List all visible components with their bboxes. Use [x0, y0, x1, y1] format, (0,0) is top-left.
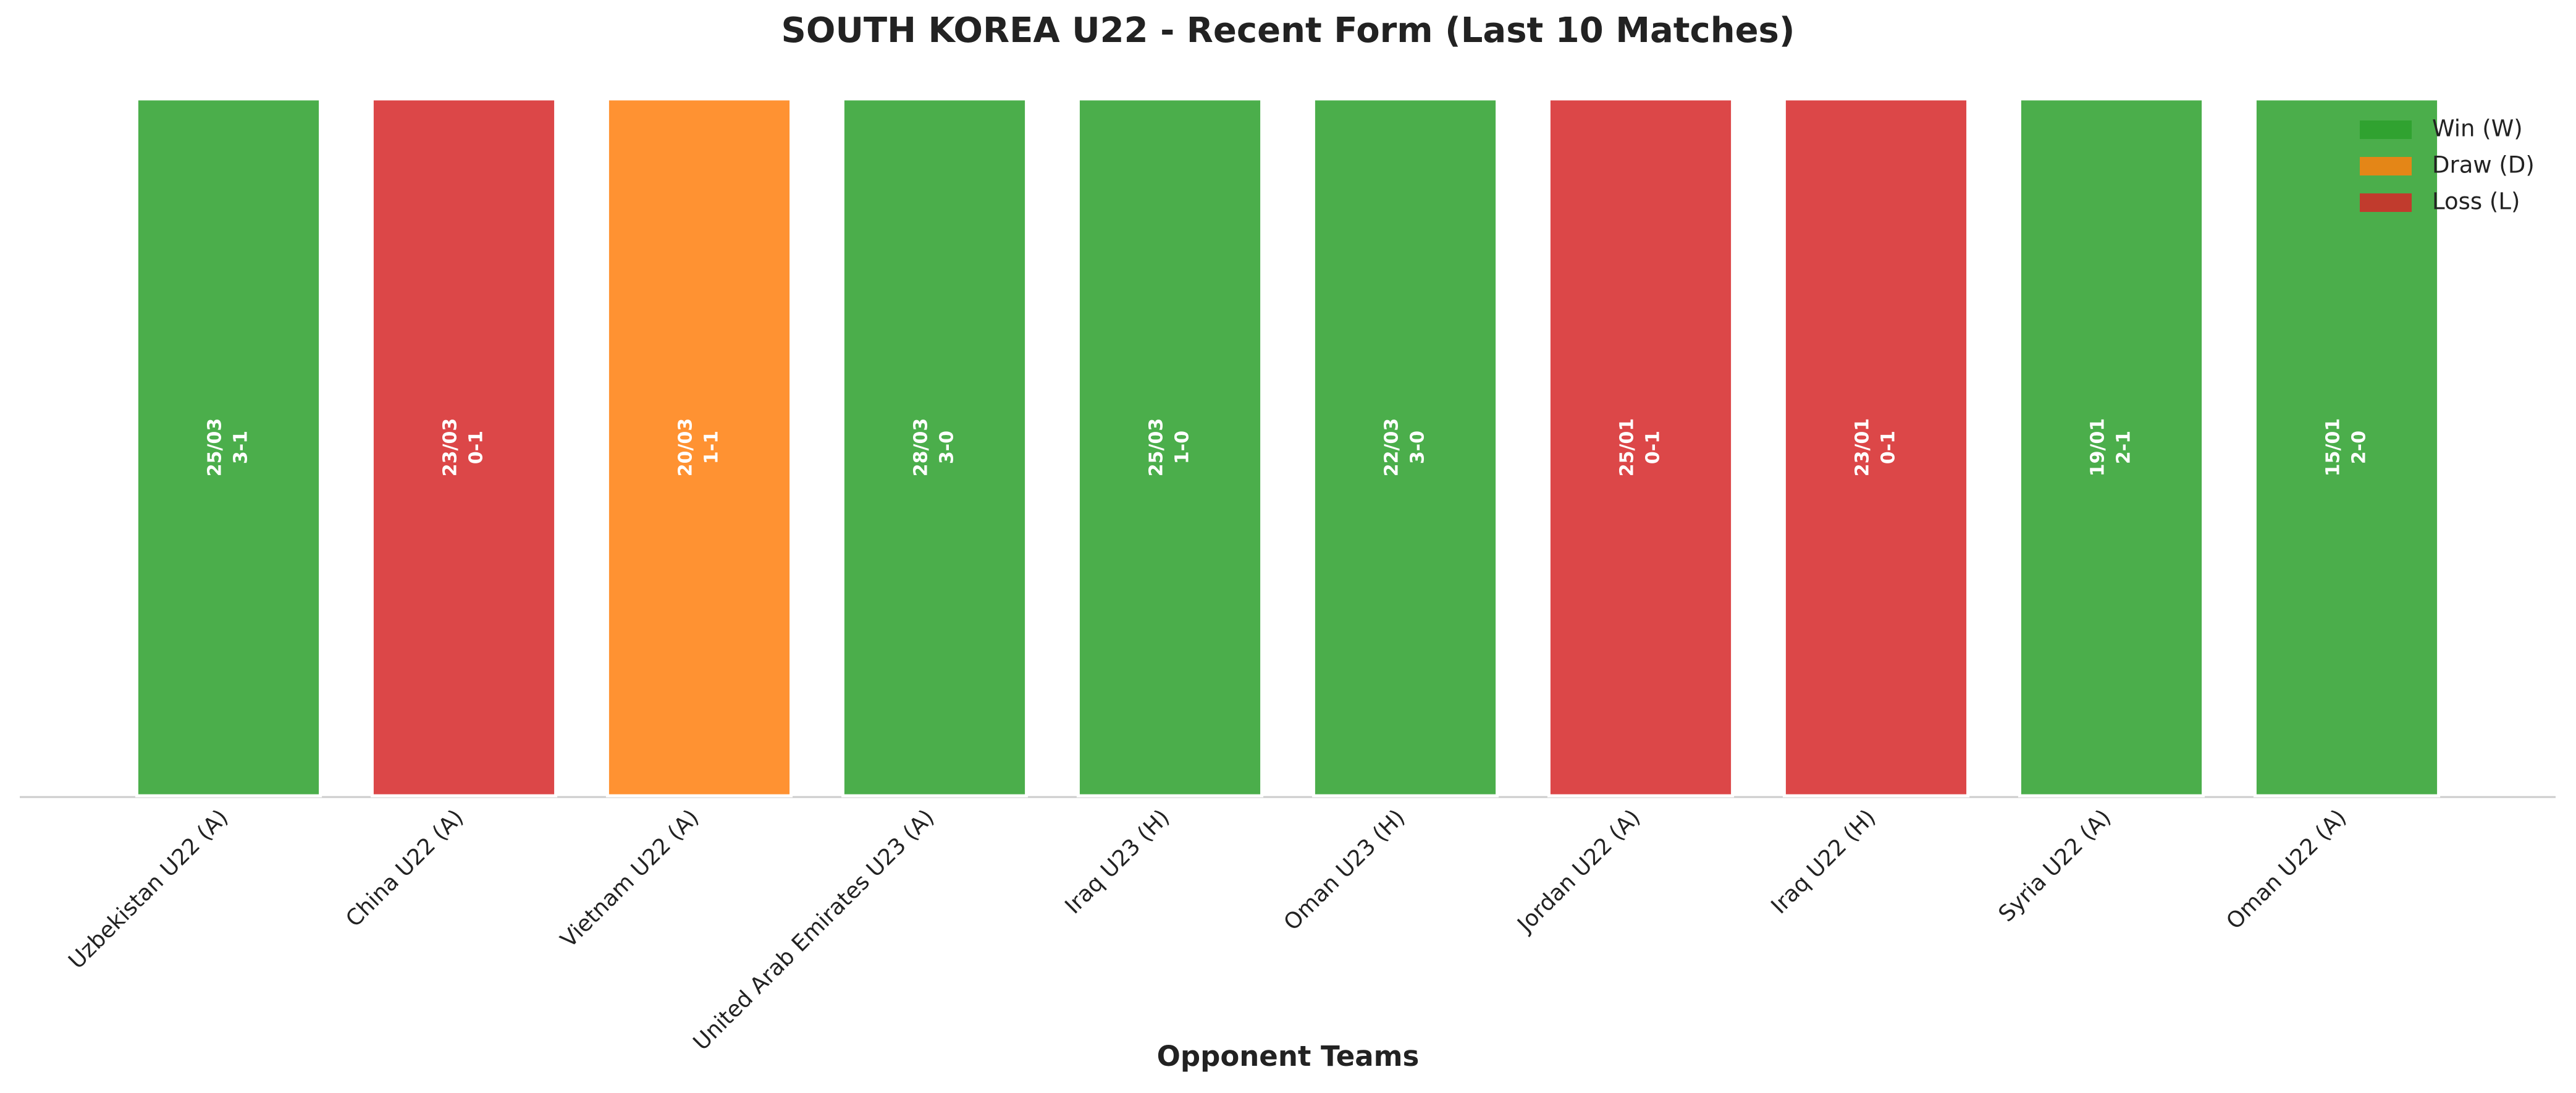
match-score: 2-0: [2349, 431, 2370, 464]
match-score: 0-1: [466, 431, 487, 464]
match-date: 19/01: [2087, 418, 2109, 476]
bar: [1547, 97, 1735, 798]
legend-swatch: [2360, 120, 2412, 139]
match-score: 1-1: [701, 431, 723, 464]
match-date: 25/03: [1146, 418, 1168, 476]
x-axis-label: Opponent Teams: [1157, 1040, 1420, 1073]
legend-swatch: [2360, 157, 2412, 175]
match-score: 3-0: [1407, 431, 1429, 464]
match-score: 3-1: [230, 431, 252, 464]
match-date: 23/01: [1852, 418, 1874, 476]
bar: [605, 97, 793, 798]
chart-title: SOUTH KOREA U22 - Recent Form (Last 10 M…: [781, 11, 1795, 51]
legend-label: Loss (L): [2432, 188, 2520, 215]
bar: [1311, 97, 1499, 798]
match-date: 23/03: [440, 418, 461, 476]
match-score: 0-1: [1643, 431, 1664, 464]
match-score: 3-0: [937, 431, 958, 464]
match-date: 28/03: [911, 418, 932, 476]
bar: [1076, 97, 1264, 798]
match-date: 20/03: [675, 418, 697, 476]
match-date: 15/01: [2323, 418, 2344, 476]
match-score: 1-0: [1172, 431, 1193, 464]
legend-swatch: [2360, 193, 2412, 212]
bar: [135, 97, 322, 798]
bar: [841, 97, 1029, 798]
match-date: 25/03: [204, 418, 226, 476]
bar: [1782, 97, 1970, 798]
match-score: 0-1: [1878, 431, 1900, 464]
match-date: 22/03: [1381, 418, 1403, 476]
match-date: 25/01: [1617, 418, 1638, 476]
legend-label: Win (W): [2432, 116, 2523, 142]
match-score: 2-1: [2113, 431, 2135, 464]
bar: [2018, 97, 2205, 798]
legend-label: Draw (D): [2432, 152, 2535, 179]
bar: [370, 97, 558, 798]
bar: [2253, 97, 2441, 798]
